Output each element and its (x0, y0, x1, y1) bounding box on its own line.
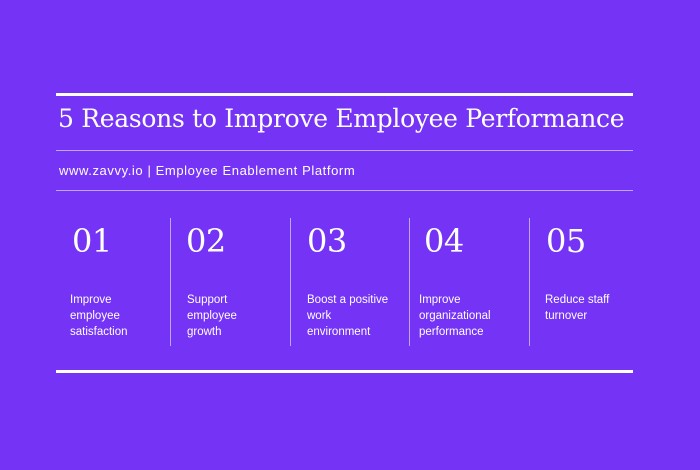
column-divider (529, 218, 530, 346)
reason-number: 03 (307, 222, 347, 260)
reason-number: 02 (186, 222, 226, 260)
source-line: www.zavvy.io | Employee Enablement Platf… (59, 163, 356, 178)
reason-item: 04 Improve organizational performance (410, 218, 528, 346)
column-divider (170, 218, 171, 346)
subtitle-divider (56, 190, 633, 191)
page-title: 5 Reasons to Improve Employee Performanc… (58, 104, 625, 133)
reason-item: 03 Boost a positive work environment (291, 218, 409, 346)
reason-text: Improve organizational performance (419, 294, 491, 338)
reason-number: 05 (546, 222, 586, 260)
reason-number: 01 (72, 222, 112, 260)
column-divider (409, 218, 410, 346)
reason-text: Reduce staff turnover (545, 294, 610, 322)
reason-number: 04 (424, 222, 464, 260)
reason-item: 05 Reduce staff turnover (530, 218, 633, 346)
column-divider (290, 218, 291, 346)
top-rule (56, 93, 633, 96)
reason-text: Improve employee satisfaction (70, 294, 128, 338)
reason-item: 02 Support employee growth (171, 218, 289, 346)
reason-text: Support employee growth (187, 294, 237, 338)
reason-text: Boost a positive work environment (307, 294, 389, 338)
title-divider (56, 150, 633, 151)
bottom-rule (56, 370, 633, 373)
reason-item: 01 Improve employee satisfaction (56, 218, 170, 346)
reasons-grid: 01 Improve employee satisfaction 02 Supp… (56, 218, 633, 346)
